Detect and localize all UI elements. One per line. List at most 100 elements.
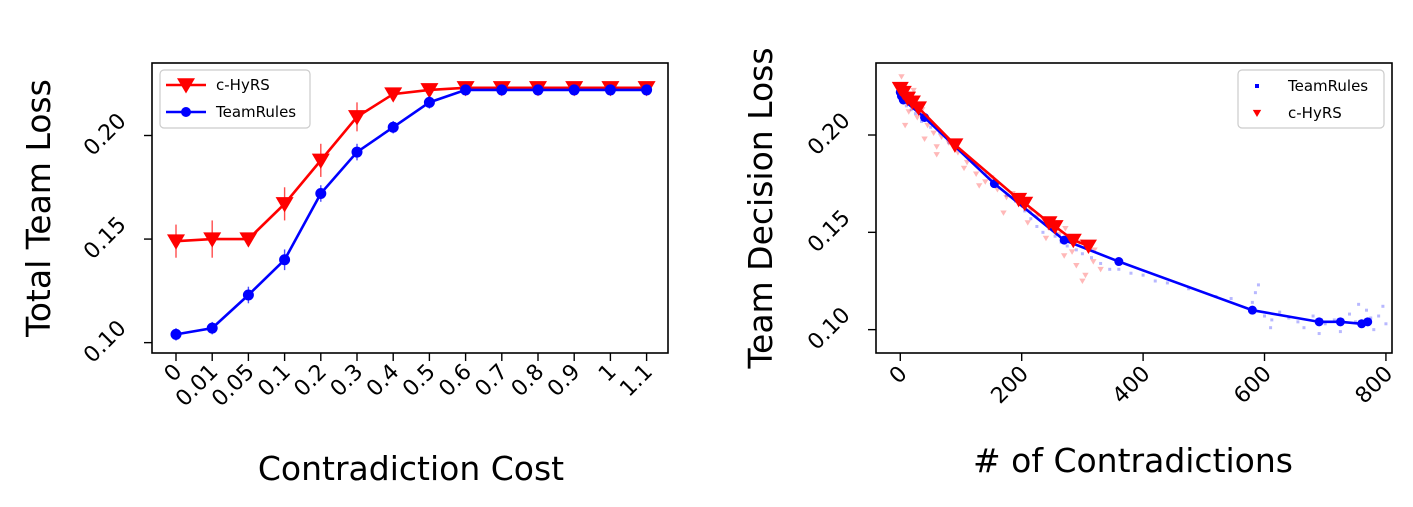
right-scatter-point-teamrules bbox=[1381, 304, 1385, 308]
left-point-chyrs bbox=[348, 110, 366, 126]
left-point-teamrules bbox=[206, 322, 218, 334]
left-point-teamrules bbox=[568, 84, 580, 96]
left-point-chyrs bbox=[420, 83, 439, 99]
right-scatter-point-teamrules bbox=[1287, 316, 1291, 320]
left-legend-marker-teamrules bbox=[181, 107, 191, 117]
right-point-teamrules bbox=[1247, 305, 1257, 315]
left-point-chyrs bbox=[311, 153, 330, 169]
right-scatter-point-teamrules bbox=[1187, 287, 1191, 291]
right-scatter-point-teamrules bbox=[913, 112, 917, 116]
right-scatter-point-teamrules bbox=[1296, 320, 1300, 324]
left-line-teamrules bbox=[175, 88, 647, 336]
left-y-axis-label: Total Team Loss bbox=[19, 79, 58, 338]
left-point-teamrules bbox=[532, 84, 544, 96]
right-scatter-point-teamrules bbox=[1117, 267, 1121, 271]
left-point-chyrs bbox=[167, 234, 185, 250]
right-point-chyrs bbox=[1046, 220, 1064, 235]
right-scatter-point-chyrs bbox=[1091, 247, 1098, 253]
right-point-teamrules bbox=[1335, 317, 1345, 327]
right-scatter-point-chyrs bbox=[924, 122, 931, 129]
right-scatter-point-teamrules bbox=[1080, 252, 1084, 256]
right-scatter-chyrs bbox=[898, 74, 1104, 285]
right-point-teamrules bbox=[1363, 317, 1373, 327]
right-scatter-point-chyrs bbox=[1097, 266, 1104, 273]
right-scatter-point-chyrs bbox=[982, 179, 989, 185]
right-point-chyrs bbox=[1016, 196, 1034, 212]
right-x-tick-label: 800 bbox=[1351, 362, 1398, 409]
left-point-chyrs bbox=[275, 197, 294, 213]
right-point-teamrules bbox=[1059, 235, 1069, 245]
right-point-chyrs bbox=[909, 101, 927, 116]
right-scatter-point-teamrules bbox=[1269, 326, 1273, 330]
left-point-teamrules bbox=[460, 84, 472, 96]
right-scatter-point-teamrules bbox=[1369, 316, 1373, 320]
right-scatter-point-chyrs bbox=[1062, 226, 1069, 232]
right-scatter-point-teamrules bbox=[1141, 273, 1145, 277]
left-y-tick-label: 0.15 bbox=[79, 212, 131, 264]
left-x-tick-label: 0.5 bbox=[398, 360, 440, 402]
right-legend-marker-chyrs bbox=[1252, 109, 1262, 117]
right-point-teamrules bbox=[1314, 317, 1324, 327]
left-point-chyrs bbox=[239, 232, 258, 248]
right-scatter-point-teamrules bbox=[904, 104, 908, 108]
left-x-tick-label: 0.1 bbox=[253, 360, 295, 402]
right-scatter-point-chyrs bbox=[1042, 235, 1050, 242]
right-legend-marker-teamrules bbox=[1255, 84, 1259, 88]
left-y-tick-label: 0.10 bbox=[79, 316, 131, 368]
left-point-chyrs bbox=[384, 87, 403, 103]
right-scatter-point-teamrules bbox=[1354, 320, 1358, 324]
right-scatter-point-teamrules bbox=[1005, 193, 1009, 197]
left-plot-frame bbox=[151, 62, 669, 354]
right-scatter-point-chyrs bbox=[933, 152, 940, 158]
right-scatter-point-chyrs bbox=[1060, 253, 1068, 259]
right-scatter-point-teamrules bbox=[1153, 279, 1157, 283]
right-scatter-point-chyrs bbox=[1000, 210, 1007, 216]
right-scatter-point-chyrs bbox=[1090, 259, 1097, 265]
left-x-tick-label: 0.2 bbox=[290, 360, 332, 402]
left-x-tick-label: 0.3 bbox=[326, 360, 368, 402]
right-scatter-point-chyrs bbox=[1082, 272, 1089, 279]
left-point-teamrules bbox=[604, 84, 616, 96]
right-scatter-point-chyrs bbox=[1068, 249, 1076, 255]
right-scatter-point-chyrs bbox=[1024, 220, 1031, 226]
right-scatter-point-teamrules bbox=[1278, 310, 1282, 314]
right-scatter-point-teamrules bbox=[1029, 217, 1033, 221]
right-scatter-point-teamrules bbox=[1090, 256, 1094, 260]
left-point-teamrules bbox=[242, 289, 254, 301]
left-x-tick-label: 0.6 bbox=[434, 360, 476, 402]
right-chart-panel: Team Decision Loss # of Contradictions 0… bbox=[741, 47, 1398, 480]
right-scatter-point-chyrs bbox=[901, 122, 909, 129]
left-point-teamrules bbox=[351, 146, 363, 158]
left-legend-label-chyrs: c-HyRS bbox=[216, 76, 270, 94]
right-scatter-point-teamrules bbox=[1074, 248, 1078, 252]
right-scatter-point-chyrs bbox=[898, 74, 905, 80]
right-y-tick-label: 0.10 bbox=[803, 303, 855, 355]
right-point-chyrs bbox=[1064, 233, 1082, 249]
right-scatter-point-teamrules bbox=[1253, 291, 1257, 295]
right-scatter-point-teamrules bbox=[1256, 283, 1260, 287]
right-scatter-point-teamrules bbox=[929, 125, 933, 129]
right-plot-frame bbox=[875, 62, 1393, 354]
left-legend-marker-chyrs bbox=[177, 78, 195, 94]
right-y-tick-label: 0.15 bbox=[803, 206, 855, 258]
right-scatter-point-chyrs bbox=[921, 136, 928, 142]
right-y-tick-label: 0.20 bbox=[803, 108, 855, 160]
left-x-tick-label: 0.05 bbox=[207, 360, 259, 412]
left-point-teamrules bbox=[496, 84, 508, 96]
right-scatter-point-chyrs bbox=[905, 109, 912, 115]
right-scatter-point-teamrules bbox=[1041, 230, 1045, 234]
left-point-chyrs bbox=[203, 232, 222, 248]
right-scatter-point-teamrules bbox=[1053, 234, 1057, 238]
right-point-chyrs bbox=[1079, 239, 1097, 255]
right-scatter-point-teamrules bbox=[1311, 314, 1315, 318]
right-scatter-point-chyrs bbox=[963, 159, 971, 166]
right-x-tick-label: 200 bbox=[987, 362, 1034, 409]
right-scatter-point-teamrules bbox=[1250, 300, 1254, 304]
right-x-tick-label: 400 bbox=[1108, 362, 1155, 409]
right-scatter-point-teamrules bbox=[1065, 244, 1069, 248]
right-scatter-point-teamrules bbox=[1165, 281, 1169, 285]
left-x-axis-label: Contradiction Cost bbox=[258, 449, 564, 488]
left-x-tick-label: 0.9 bbox=[543, 360, 585, 402]
right-scatter-point-teamrules bbox=[1302, 326, 1306, 330]
